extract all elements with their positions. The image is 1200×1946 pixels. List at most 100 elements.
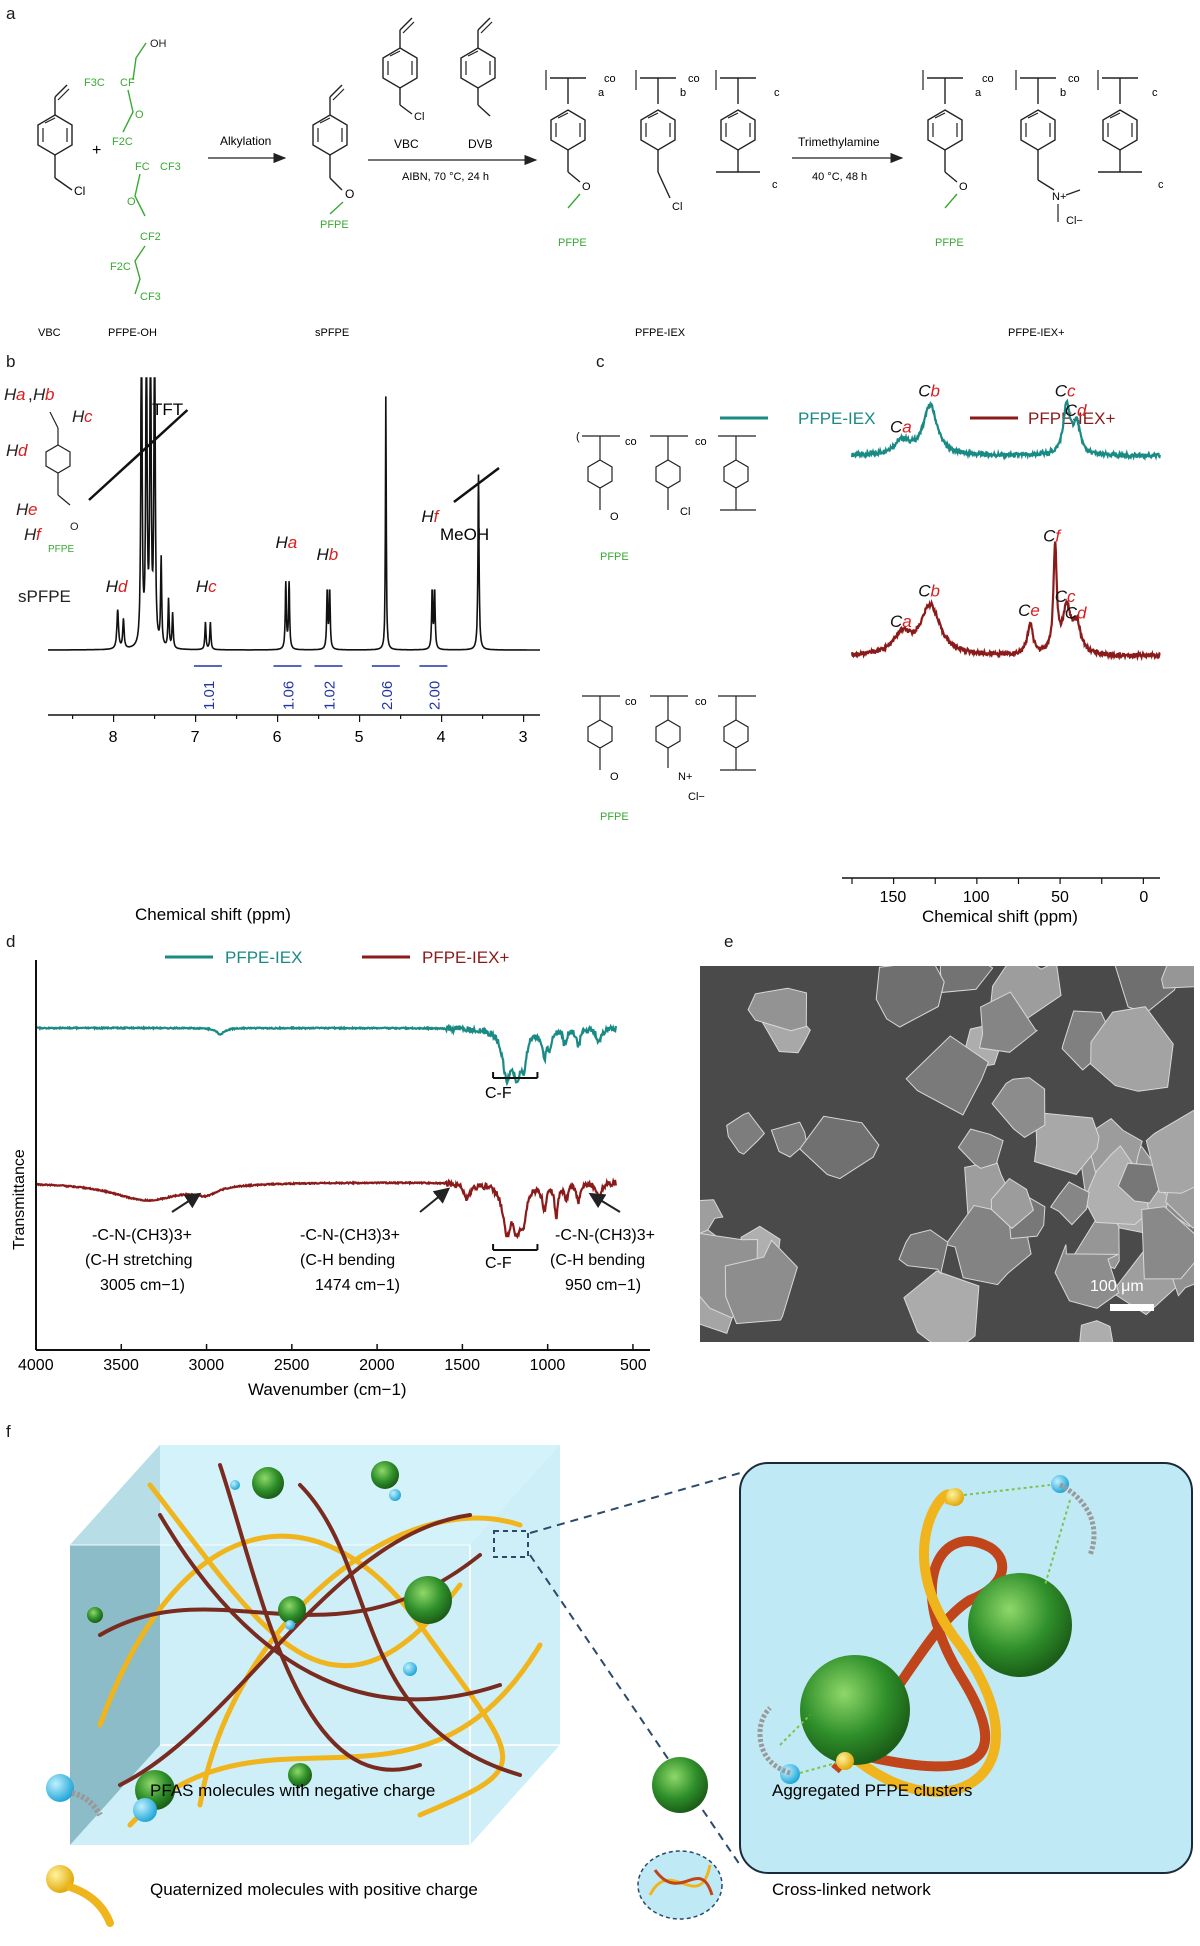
ftir-xlabel: Wavenumber (cm−1) — [248, 1380, 407, 1399]
peak-label-Hb: Hb — [316, 545, 338, 564]
peak-label-Cc: Cc — [1055, 587, 1076, 606]
sem-particle — [770, 1121, 808, 1158]
polymer-structure-lower: O PFPE co N+ Cl− co — [582, 695, 756, 823]
svg-text:N+: N+ — [1052, 191, 1066, 203]
spfpe-label: sPFPE — [18, 587, 71, 606]
ftir-spectrum-pfpe-iex — [35, 1023, 617, 1087]
svg-text:O: O — [70, 521, 79, 533]
x-tick-label: 7 — [191, 729, 200, 746]
svg-text:-C-N-(CH3)3+: -C-N-(CH3)3+ — [555, 1227, 655, 1244]
network-box — [70, 1445, 560, 1845]
sem-particle — [939, 966, 994, 993]
sem-particle — [1049, 1181, 1090, 1226]
svg-text:co: co — [695, 436, 707, 448]
sem-particle — [1145, 1109, 1194, 1194]
svg-text:,: , — [28, 385, 33, 404]
svg-text:H: H — [33, 385, 46, 404]
peak-label-Cc: Cc — [1055, 382, 1076, 401]
box-clusters — [87, 1461, 452, 1822]
ftir-traces — [35, 1023, 617, 1251]
svg-text:Cl: Cl — [414, 111, 424, 123]
x-tick-label: 50 — [1051, 889, 1069, 906]
x-tick-label: 8 — [109, 729, 118, 746]
svg-text:co: co — [1068, 73, 1080, 85]
svg-text:e: e — [28, 500, 37, 519]
ftir-axis: 4000 3500 3000 2500 2000 1500 1000 500 — [18, 960, 650, 1374]
svg-text:CF3: CF3 — [160, 161, 181, 173]
vbc-structure: Cl — [37, 84, 85, 198]
svg-text:O: O — [582, 181, 591, 193]
svg-text:a: a — [975, 87, 982, 99]
x-tick-label: 1000 — [530, 1357, 566, 1374]
cf-label-top: C-F — [485, 1085, 512, 1102]
tft-break-mark — [88, 409, 189, 501]
svg-text:co: co — [688, 73, 700, 85]
dvb-reagent — [460, 17, 496, 117]
sem-particle — [875, 966, 945, 1028]
sem-particle — [1079, 1320, 1114, 1342]
zoom-panel — [739, 1462, 1193, 1874]
svg-text:OH: OH — [150, 38, 167, 50]
x-tick-label: 3500 — [103, 1357, 139, 1374]
svg-text:H: H — [16, 500, 29, 519]
integral-value: 1.01 — [201, 681, 218, 710]
legend-pfas: PFAS molecules with negative charge — [150, 1781, 435, 1800]
tft-label: TFT — [152, 400, 183, 419]
svg-text:-C-N-(CH3)3+: -C-N-(CH3)3+ — [92, 1227, 192, 1244]
x-tick-label: 3000 — [189, 1357, 225, 1374]
svg-text:H: H — [6, 441, 19, 460]
x-tick-label: 6 — [273, 729, 282, 746]
svg-text:CF3: CF3 — [140, 291, 161, 303]
sem-particle — [957, 1128, 1004, 1169]
svg-text:co: co — [625, 436, 637, 448]
svg-text:F2C: F2C — [112, 136, 133, 148]
sem-particle — [905, 1035, 990, 1116]
svg-text:950 cm−1): 950 cm−1) — [565, 1277, 641, 1294]
svg-text:N+: N+ — [678, 771, 692, 783]
svg-text:PFPE: PFPE — [320, 219, 349, 231]
integral-value: 1.06 — [280, 681, 297, 710]
sem-particle — [991, 1077, 1046, 1139]
svg-text:O: O — [345, 187, 354, 201]
nmr-13c-spectrum-pfpe-iex-plus — [850, 541, 1161, 662]
nmr-1h-spectrum — [48, 377, 540, 651]
svg-text:CF: CF — [120, 77, 135, 89]
legend-pfpe-iex: PFPE-IEX — [798, 409, 875, 428]
svg-text:3005 cm−1): 3005 cm−1) — [100, 1277, 185, 1294]
x-tick-label: 2500 — [274, 1357, 310, 1374]
svg-text:(C-H bending: (C-H bending — [300, 1252, 395, 1269]
nmr-13c-axis: 150 100 50 0 — [842, 877, 1160, 906]
svg-text:Cl−: Cl− — [1066, 215, 1083, 227]
svg-text:c: c — [774, 87, 780, 99]
sem-particle — [1054, 1244, 1120, 1309]
x-tick-label: 500 — [620, 1357, 647, 1374]
pfas-molecule-icon — [46, 1774, 103, 1817]
x-tick-label: 1500 — [444, 1357, 480, 1374]
legend-pfpe-iex-plus: PFPE-IEX+ — [1028, 409, 1115, 428]
svg-text:b: b — [680, 87, 686, 99]
meoh-break-mark — [453, 467, 500, 503]
x-tick-label: 5 — [355, 729, 364, 746]
panel-label-a: a — [6, 4, 16, 23]
svg-text:co: co — [695, 696, 707, 708]
svg-text:b: b — [45, 385, 54, 404]
svg-text:O: O — [127, 196, 136, 208]
cluster-legend-icon — [652, 1757, 708, 1813]
svg-text:PFPE: PFPE — [558, 237, 587, 249]
sem-particle — [1161, 966, 1194, 989]
svg-text:-C-N-(CH3)3+: -C-N-(CH3)3+ — [300, 1227, 400, 1244]
plus-sign: + — [92, 142, 101, 159]
legend-clusters: Aggregated PFPE clusters — [772, 1781, 972, 1800]
peak-label-Ce: Ce — [1018, 601, 1040, 620]
svg-text:a: a — [16, 385, 25, 404]
svg-text:co: co — [604, 73, 616, 85]
pfpe-oh-structure: OH F3C CF O F2C FC CF3 O CF2 F2C CF3 — [84, 38, 181, 303]
svg-text:PFPE: PFPE — [600, 811, 629, 823]
peak-label-Cd: Cd — [1065, 604, 1087, 623]
sem-image: 100 μm — [700, 966, 1194, 1342]
cl-label: Cl — [74, 184, 85, 198]
peak-label-Cd: Cd — [1065, 401, 1087, 420]
legend-network: Cross-linked network — [772, 1880, 931, 1899]
